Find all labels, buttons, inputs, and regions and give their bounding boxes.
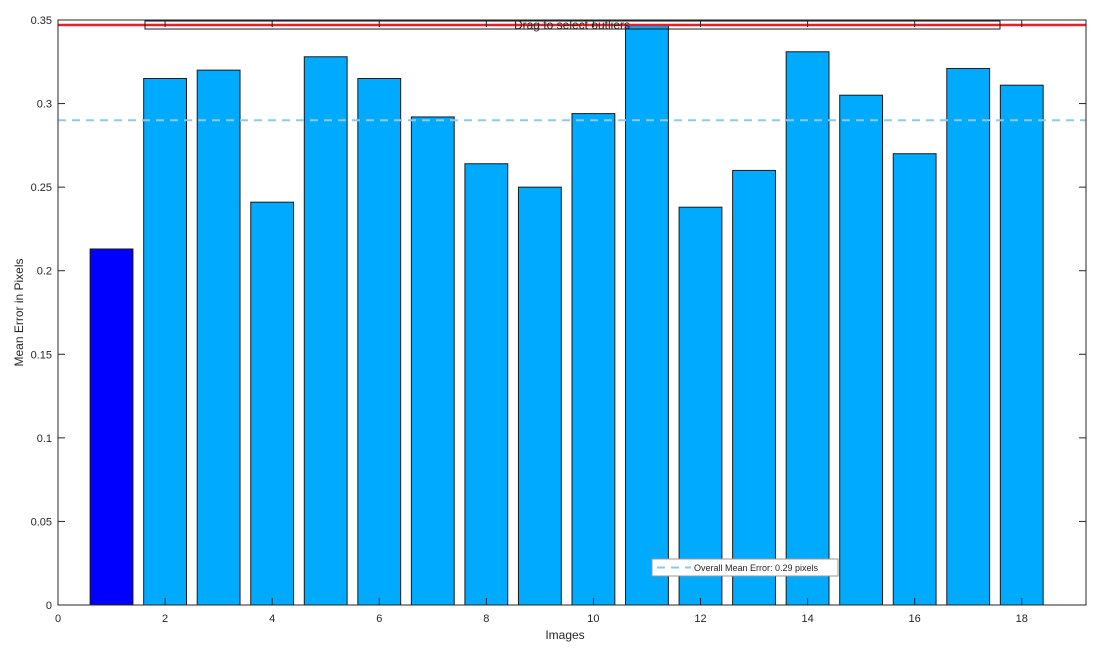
y-tick-label: 0.15 [31,349,52,361]
y-tick-label: 0.1 [37,433,52,445]
bar-image-2[interactable] [143,78,188,606]
x-tick-label: 10 [587,613,599,625]
plot-border [57,19,1087,606]
y-axis: 0 0.05 0.1 0.15 0.2 0.25 0.3 0.35 [31,15,1086,612]
x-tick-label: 18 [1016,613,1028,625]
legend: Overall Mean Error: 0.29 pixels [651,558,839,577]
x-tick-label: 6 [376,613,382,625]
bar-image-4[interactable] [250,201,295,606]
y-tick-label: 0 [46,600,52,612]
bar-image-10[interactable] [571,113,616,606]
x-tick-label: 14 [801,613,813,625]
y-tick-label: 0.2 [37,266,52,278]
bar-image-9[interactable] [517,186,562,606]
bar-image-15[interactable] [839,94,884,606]
bars-group [89,24,1044,606]
x-tick-label: 12 [694,613,706,625]
bar-image-5[interactable] [303,56,348,606]
drag-handle-label[interactable]: Drag to select outliers [514,18,630,32]
drag-handle-box[interactable] [144,20,1001,30]
y-axis-title: Mean Error in Pixels [12,258,26,366]
bar-image-13[interactable] [732,169,776,606]
bar-image-11[interactable] [625,24,669,606]
x-axis: 0 2 4 6 8 10 12 14 16 18 [55,20,1028,625]
x-tick-label: 8 [483,613,489,625]
bar-image-7[interactable] [410,116,455,606]
x-tick-label: 4 [269,613,275,625]
x-axis-title: Images [545,628,584,642]
x-tick-label: 2 [162,613,168,625]
legend-box [651,558,839,577]
legend-entry-mean-error: Overall Mean Error: 0.29 pixels [694,563,819,573]
x-tick-label: 0 [55,613,61,625]
y-tick-label: 0.05 [31,516,52,528]
bar-image-16[interactable] [892,153,937,606]
bar-image-17[interactable] [946,67,991,606]
bar-image-1[interactable] [89,248,134,606]
bar-image-3[interactable] [196,69,241,606]
bar-image-12[interactable] [678,206,723,606]
x-tick-label: 16 [909,613,921,625]
y-tick-label: 0.35 [31,15,52,27]
bar-image-18[interactable] [999,84,1044,606]
bar-image-6[interactable] [357,78,402,606]
y-tick-label: 0.25 [31,182,52,194]
bar-image-8[interactable] [464,163,509,606]
y-tick-label: 0.3 [37,99,52,111]
bar-image-14[interactable] [785,51,830,606]
